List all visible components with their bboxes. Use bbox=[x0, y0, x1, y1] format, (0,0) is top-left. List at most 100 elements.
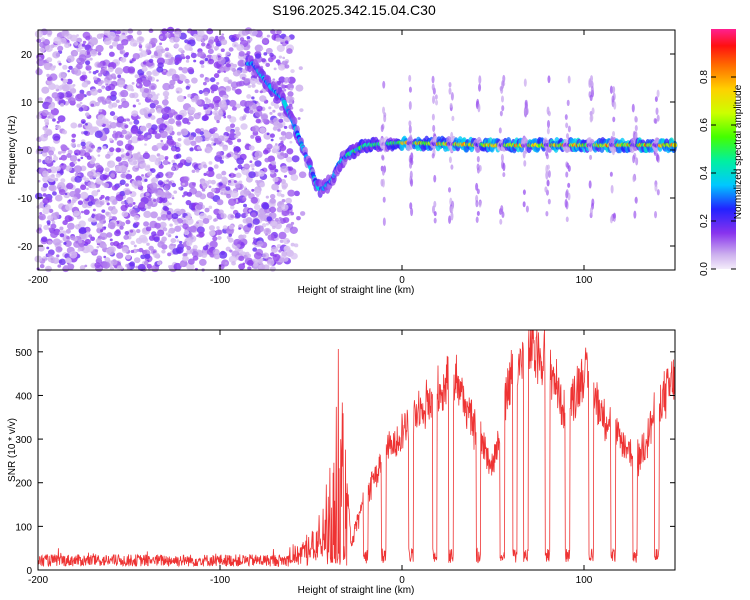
spectrogram-cell bbox=[145, 43, 153, 50]
spectrogram-cell bbox=[253, 204, 261, 211]
spectrogram-cell bbox=[70, 97, 75, 101]
spectrogram-cell bbox=[235, 81, 243, 87]
spectrogram-cell bbox=[255, 118, 261, 124]
spectrogram-cell bbox=[55, 124, 62, 130]
spectrogram-cell bbox=[115, 156, 122, 162]
spectrogram-cell bbox=[164, 183, 171, 189]
spectrogram-cell bbox=[565, 133, 569, 139]
spectrogram-cell bbox=[84, 152, 91, 158]
y-tick-label: 0 bbox=[26, 566, 32, 577]
spectrogram-cell bbox=[78, 54, 87, 62]
spectrogram-cell bbox=[116, 265, 124, 271]
spectrogram-cell bbox=[91, 190, 99, 197]
spectrogram-cell bbox=[121, 100, 130, 109]
spectrogram-cell bbox=[78, 123, 83, 128]
spectrogram-cell bbox=[252, 218, 260, 225]
spectrogram-cell bbox=[36, 148, 41, 153]
colorbar-gradient bbox=[711, 29, 736, 269]
spectrogram-cell bbox=[218, 209, 224, 215]
spectrogram-cell bbox=[230, 37, 236, 43]
spectrogram-cell bbox=[241, 29, 249, 36]
spectrogram-cell bbox=[199, 258, 207, 266]
spectrogram-cell bbox=[116, 140, 124, 147]
spectrogram-cell bbox=[120, 173, 126, 179]
spectrogram-cell bbox=[103, 37, 112, 46]
spectrogram-cell bbox=[273, 104, 280, 109]
spectrogram-cell bbox=[168, 84, 175, 90]
spectrogram-cell bbox=[51, 191, 57, 196]
spectrogram-cell bbox=[255, 225, 264, 233]
spectrogram-cell bbox=[191, 77, 198, 84]
spectrogram-cell bbox=[146, 242, 150, 246]
spectrogram-cell bbox=[127, 28, 134, 34]
spectrogram-cell bbox=[226, 153, 232, 158]
spectrogram-cell bbox=[139, 108, 148, 116]
spectrogram-cell bbox=[182, 117, 189, 124]
spectrogram-cell bbox=[120, 89, 129, 98]
spectrogram-cell bbox=[180, 53, 185, 58]
spectrogram-cell bbox=[115, 194, 124, 202]
spectrogram-cell bbox=[70, 142, 76, 148]
spectrogram-cell bbox=[275, 37, 281, 43]
spectrogram-cell bbox=[522, 150, 526, 159]
spectrogram-cell bbox=[171, 73, 180, 82]
spectrogram-cell bbox=[189, 107, 193, 111]
spectrogram-cell bbox=[262, 202, 270, 210]
spectrogram-cell bbox=[183, 252, 188, 257]
spectrogram-cell bbox=[173, 31, 182, 38]
spectrogram-cell bbox=[176, 239, 180, 243]
spectrogram-cell bbox=[270, 246, 279, 253]
spectrogram-cell bbox=[44, 62, 51, 69]
spectrogram-cell bbox=[448, 87, 452, 95]
spectrogram-cell bbox=[164, 52, 172, 59]
spectrogram-cell bbox=[202, 81, 207, 86]
spectrogram-cell bbox=[241, 212, 247, 219]
spectrogram-cell bbox=[71, 138, 76, 143]
spectrogram-cell bbox=[284, 174, 288, 178]
spectrogram-cell bbox=[613, 101, 617, 110]
spectrogram-cell bbox=[192, 255, 199, 261]
spectrogram-cell bbox=[59, 226, 64, 231]
spectrogram-cell bbox=[249, 28, 258, 37]
spectrogram-cell bbox=[254, 189, 262, 196]
spectrogram-cell bbox=[73, 165, 82, 173]
spectrogram-cell bbox=[160, 139, 164, 143]
spectrogram-cell bbox=[182, 255, 189, 262]
spectrogram-cell bbox=[127, 139, 133, 144]
spectrogram-cell bbox=[269, 119, 275, 124]
spectrogram-cell bbox=[52, 118, 56, 122]
spectrogram-cell bbox=[217, 235, 222, 240]
spectrogram-cell bbox=[47, 115, 51, 119]
spectrogram-cell bbox=[99, 174, 107, 181]
spectrogram-cell bbox=[229, 249, 233, 253]
spectrogram-cell bbox=[198, 90, 204, 95]
spectrogram-cell bbox=[129, 229, 134, 233]
spectrogram-cell bbox=[173, 36, 180, 43]
spectrogram-cell bbox=[523, 78, 527, 87]
spectrogram-cell bbox=[448, 156, 452, 164]
spectrogram-cell bbox=[274, 143, 278, 146]
spectrogram-cell bbox=[266, 258, 275, 266]
spectrogram-cell bbox=[171, 167, 175, 171]
spectrogram-cell bbox=[297, 117, 301, 120]
spectrogram-cell bbox=[285, 61, 289, 64]
spectrogram-cell bbox=[278, 76, 286, 83]
spectrogram-cell bbox=[206, 43, 210, 46]
spectrogram-cell bbox=[124, 231, 130, 236]
spectrogram-cell bbox=[208, 161, 213, 165]
spectrogram-cell bbox=[544, 186, 548, 193]
spectrogram-cell bbox=[431, 153, 435, 159]
spectrogram-cell bbox=[42, 170, 49, 177]
spectrogram-cell bbox=[154, 188, 158, 192]
spectrogram-cell bbox=[223, 115, 227, 119]
spectrogram-cell bbox=[256, 102, 261, 106]
spectrogram-cell bbox=[186, 28, 193, 34]
spectrogram-cell bbox=[282, 56, 286, 60]
spectrogram-cell bbox=[64, 215, 73, 223]
spectrogram-cell bbox=[283, 227, 291, 233]
spectrogram-cell bbox=[74, 187, 81, 194]
spectrogram-cell bbox=[142, 61, 147, 65]
spectrogram-cell bbox=[257, 170, 265, 177]
spectrogram-cell bbox=[564, 114, 568, 120]
spectrogram-cell bbox=[382, 196, 386, 203]
